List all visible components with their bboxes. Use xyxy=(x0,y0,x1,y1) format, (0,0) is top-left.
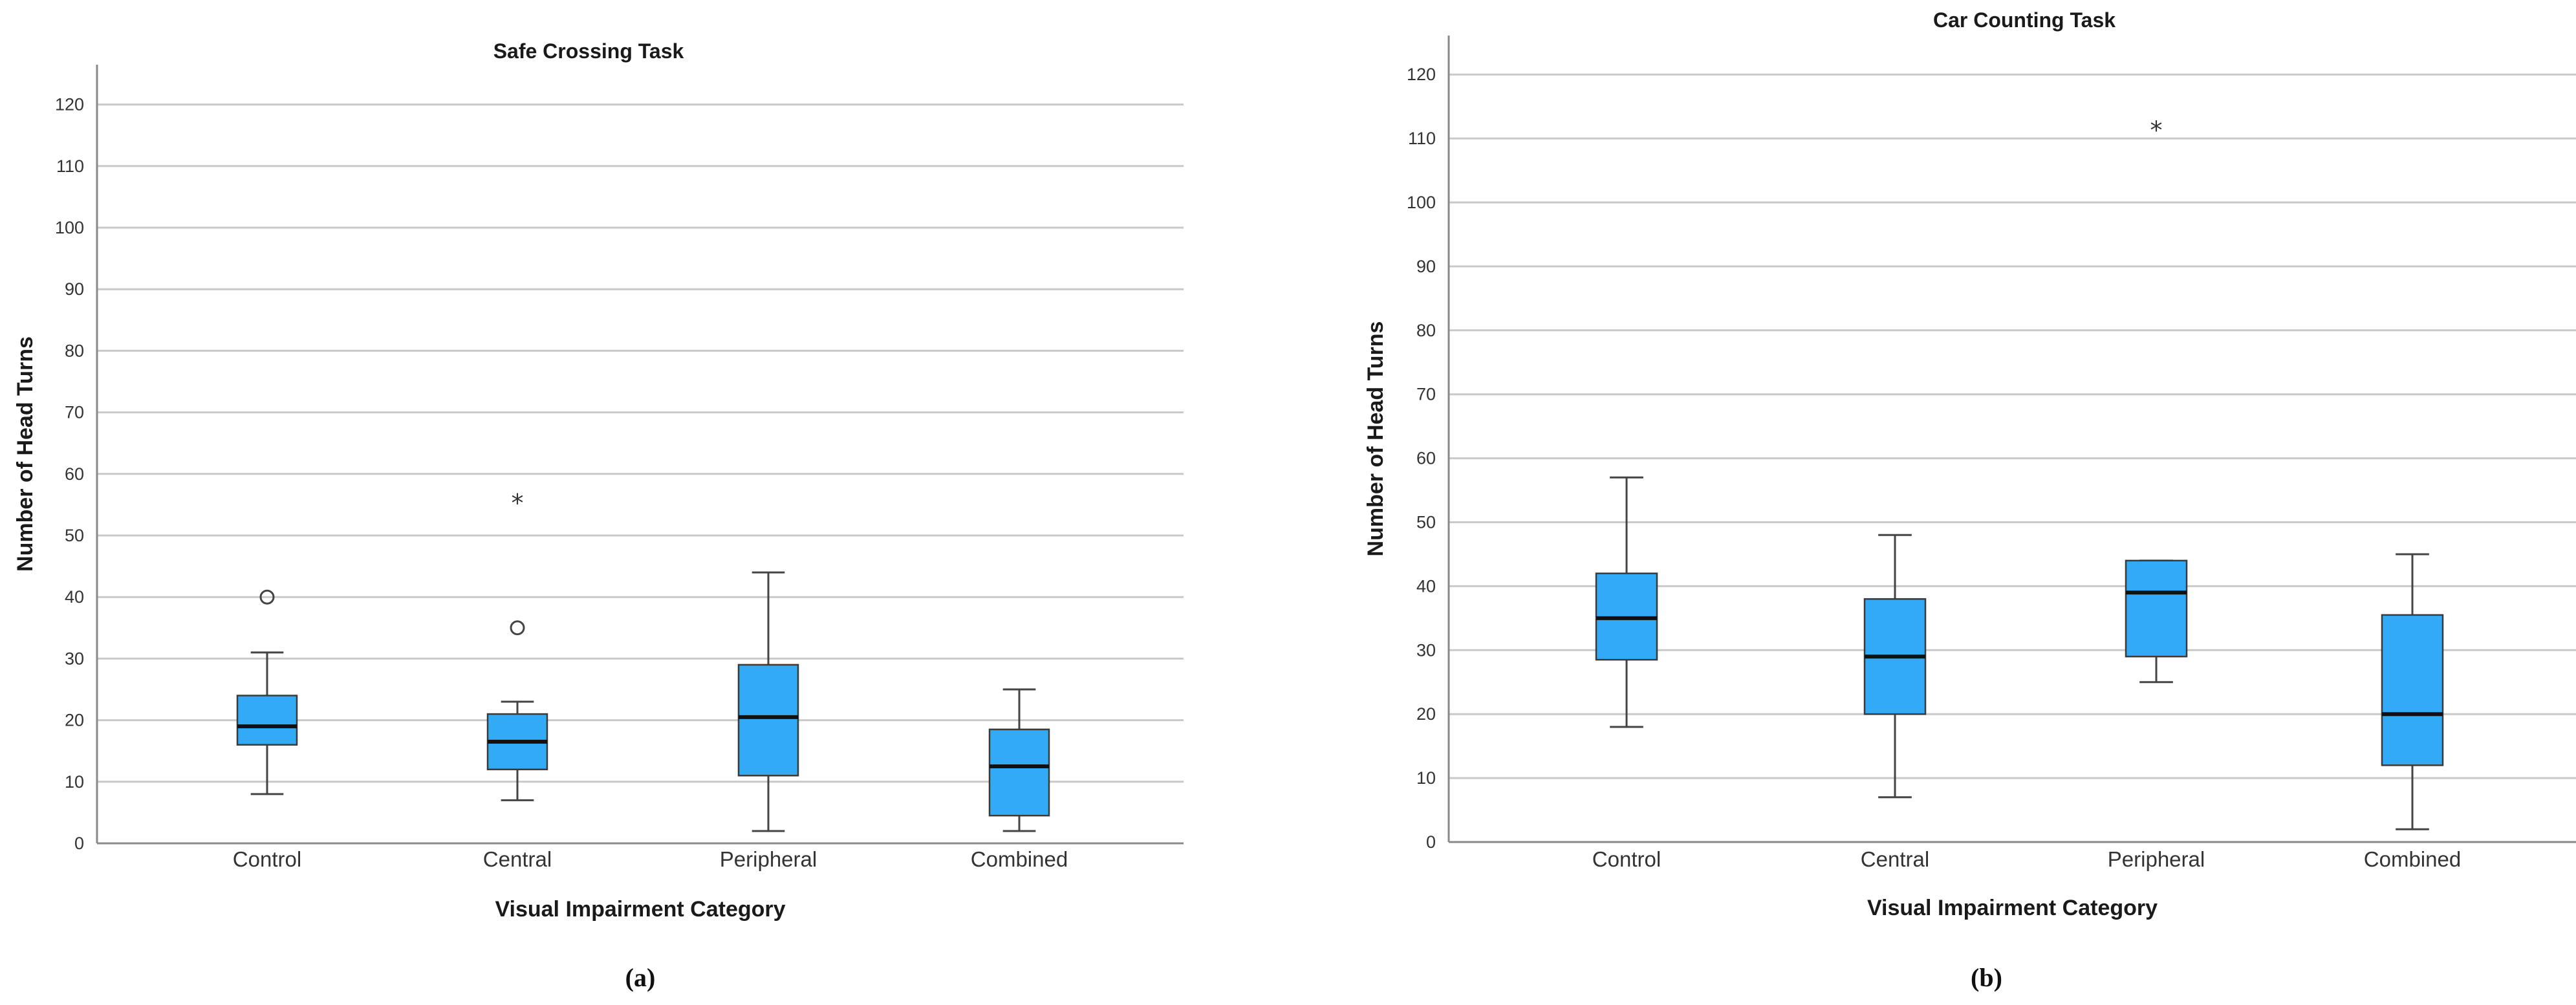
x-category-label: Central xyxy=(1861,847,1929,871)
y-tick-label: 20 xyxy=(1416,704,1436,724)
y-tick-label: 30 xyxy=(65,649,84,668)
y-tick-label: 90 xyxy=(65,279,84,299)
y-tick-label: 60 xyxy=(65,464,84,484)
chart-title: Car Counting Task xyxy=(1933,8,2116,32)
outlier-circle-marker xyxy=(259,589,275,605)
y-tick-label: 20 xyxy=(65,711,84,730)
y-tick-label: 30 xyxy=(1416,640,1436,660)
y-tick-label: 100 xyxy=(1407,193,1436,212)
box-iqr xyxy=(2125,559,2188,658)
x-category-label: Combined xyxy=(2364,847,2461,871)
y-tick-label: 80 xyxy=(65,341,84,360)
x-axis-label: Visual Impairment Category xyxy=(495,897,785,922)
panel-label: (b) xyxy=(1971,963,2002,992)
y-axis-label: Number of Head Turns xyxy=(1363,321,1388,557)
x-category-label: Control xyxy=(1592,847,1661,871)
chart-panel-a: 0 10 20 30 40 50 60 70 80 90 100 110 120 Safe Crossin… xyxy=(0,0,1184,1005)
box-iqr xyxy=(236,695,298,746)
box-iqr xyxy=(737,664,799,777)
x-category-label: Control xyxy=(233,847,301,871)
y-tick-label: 40 xyxy=(65,587,84,607)
x-category-label: Combined xyxy=(971,847,1068,871)
chart-b-svg: 0 10 20 30 40 50 60 70 80 90 100 110 120 Car Counting… xyxy=(1363,8,2576,992)
y-axis-label: Number of Head Turns xyxy=(13,336,38,572)
y-tick-label: 10 xyxy=(1416,768,1436,788)
panel-label: (a) xyxy=(625,963,656,992)
chart-a-svg: 0 10 20 30 40 50 60 70 80 90 100 110 120 Safe Crossin… xyxy=(13,39,1184,992)
outlier-star-marker: * xyxy=(2150,116,2163,144)
y-tick-label: 100 xyxy=(55,218,84,237)
y-tick-label: 40 xyxy=(1416,576,1436,596)
x-axis-label: Visual Impairment Category xyxy=(1867,896,2158,920)
y-tick-label: 0 xyxy=(1426,832,1436,852)
y-tick-label: 120 xyxy=(55,95,84,114)
y-tick-label: 90 xyxy=(1416,257,1436,276)
x-category-label: Peripheral xyxy=(2108,847,2205,871)
y-tick-label: 60 xyxy=(1416,449,1436,468)
y-tick-label: 50 xyxy=(65,526,84,545)
outlier-star-marker: * xyxy=(512,489,524,517)
chart-panel-b: 0 10 20 30 40 50 60 70 80 90 100 110 120 Car Counting… xyxy=(1339,0,2576,1005)
chart-title: Safe Crossing Task xyxy=(493,39,684,63)
box-iqr xyxy=(988,728,1050,817)
y-tick-label: 110 xyxy=(56,157,84,176)
y-tick-label: 50 xyxy=(1416,513,1436,532)
y-tick-label: 10 xyxy=(65,772,84,792)
x-category-label: Central xyxy=(483,847,552,871)
x-category-label: Peripheral xyxy=(720,847,817,871)
y-tick-label: 0 xyxy=(74,834,84,853)
box-iqr xyxy=(2381,614,2444,766)
y-tick-label: 70 xyxy=(1416,385,1436,404)
y-tick-label: 70 xyxy=(65,403,84,422)
y-tick-label: 80 xyxy=(1416,321,1436,340)
outlier-circle-marker xyxy=(510,620,525,636)
y-tick-label: 120 xyxy=(1407,65,1436,84)
y-tick-label: 110 xyxy=(1408,129,1436,148)
